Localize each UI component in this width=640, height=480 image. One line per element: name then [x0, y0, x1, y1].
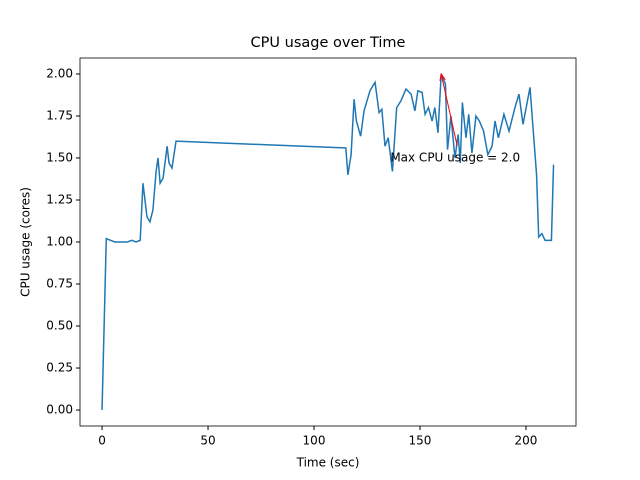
- y-tick-label: 0.50: [46, 319, 73, 333]
- annotation-arrowhead: [439, 72, 446, 81]
- y-tick-label: 1.25: [46, 192, 73, 206]
- y-tick-label: 1.50: [46, 150, 73, 164]
- annotation-arrow: [440, 73, 458, 147]
- x-tick-label: 100: [303, 434, 326, 448]
- y-axis-label: CPU usage (cores): [19, 187, 33, 297]
- x-tick-label: 150: [409, 434, 432, 448]
- annotation-text: Max CPU usage = 2.0: [390, 150, 520, 164]
- x-axis-label: Time (sec): [296, 456, 360, 470]
- y-tick-label: 1.75: [46, 108, 73, 122]
- x-tick-label: 50: [200, 434, 215, 448]
- x-tick-label: 200: [515, 434, 538, 448]
- y-tick-label: 1.00: [46, 235, 73, 249]
- y-tick-label: 2.00: [46, 66, 73, 80]
- chart-title: CPU usage over Time: [251, 35, 406, 51]
- y-tick-label: 0.25: [46, 361, 73, 375]
- y-tick-label: 0.00: [46, 403, 73, 417]
- x-tick-label: 0: [98, 434, 106, 448]
- axes-frame: [79, 57, 577, 427]
- data-line: [101, 73, 555, 411]
- y-tick-label: 0.75: [46, 277, 73, 291]
